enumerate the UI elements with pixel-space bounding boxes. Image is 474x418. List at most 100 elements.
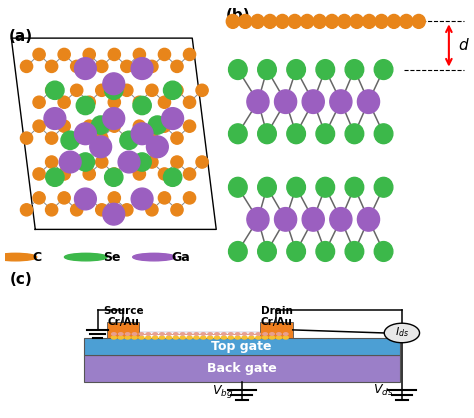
Circle shape: [249, 336, 254, 339]
Circle shape: [64, 253, 107, 261]
Circle shape: [46, 168, 64, 186]
Circle shape: [183, 192, 196, 204]
Circle shape: [46, 60, 58, 72]
Text: Cr/Au: Cr/Au: [107, 317, 139, 327]
Circle shape: [83, 168, 95, 180]
Text: $V_{bg}$: $V_{bg}$: [212, 383, 234, 400]
Circle shape: [146, 60, 158, 72]
Circle shape: [146, 84, 158, 97]
Circle shape: [208, 336, 213, 339]
Circle shape: [61, 131, 79, 149]
Circle shape: [33, 96, 45, 108]
Text: Ga: Ga: [171, 250, 190, 264]
Circle shape: [83, 192, 95, 204]
Circle shape: [363, 15, 376, 28]
Circle shape: [400, 15, 413, 28]
Circle shape: [96, 132, 108, 144]
Circle shape: [357, 90, 380, 113]
Circle shape: [235, 336, 240, 339]
Circle shape: [96, 156, 108, 168]
Circle shape: [242, 333, 247, 335]
Circle shape: [146, 136, 168, 158]
FancyBboxPatch shape: [84, 355, 400, 382]
Circle shape: [46, 204, 58, 216]
Circle shape: [221, 336, 227, 339]
Circle shape: [330, 90, 352, 113]
Circle shape: [226, 15, 239, 28]
Circle shape: [287, 60, 305, 79]
Circle shape: [46, 81, 64, 99]
Circle shape: [83, 120, 95, 132]
Circle shape: [20, 60, 33, 72]
Circle shape: [71, 84, 83, 97]
Circle shape: [111, 336, 117, 339]
Circle shape: [71, 132, 83, 144]
Circle shape: [76, 153, 95, 171]
Circle shape: [158, 168, 171, 180]
Circle shape: [256, 333, 261, 335]
Circle shape: [105, 168, 123, 186]
Circle shape: [173, 333, 178, 335]
Circle shape: [96, 60, 108, 72]
Circle shape: [183, 168, 196, 180]
FancyBboxPatch shape: [260, 322, 293, 338]
Circle shape: [90, 136, 111, 158]
Circle shape: [357, 208, 380, 231]
Circle shape: [132, 333, 137, 335]
Text: (a): (a): [9, 29, 33, 44]
Circle shape: [313, 15, 326, 28]
Circle shape: [201, 336, 206, 339]
Circle shape: [171, 156, 183, 168]
Circle shape: [228, 336, 233, 339]
Circle shape: [375, 15, 388, 28]
Circle shape: [258, 242, 276, 261]
Circle shape: [103, 108, 125, 130]
Circle shape: [112, 333, 116, 335]
Circle shape: [345, 60, 364, 79]
Circle shape: [316, 124, 335, 144]
Circle shape: [74, 58, 96, 79]
Circle shape: [258, 177, 276, 197]
Circle shape: [158, 48, 171, 61]
Circle shape: [258, 124, 276, 144]
Circle shape: [58, 120, 70, 132]
Circle shape: [255, 336, 261, 339]
Text: Source: Source: [103, 306, 144, 316]
Circle shape: [247, 208, 269, 231]
Circle shape: [277, 333, 281, 335]
Circle shape: [194, 333, 199, 335]
Circle shape: [374, 124, 393, 144]
Circle shape: [153, 333, 157, 335]
Circle shape: [201, 333, 206, 335]
Circle shape: [58, 96, 70, 108]
Circle shape: [139, 333, 144, 335]
Circle shape: [183, 96, 196, 108]
Circle shape: [247, 90, 269, 113]
Circle shape: [171, 84, 183, 97]
Circle shape: [263, 333, 267, 335]
Circle shape: [183, 120, 196, 132]
Circle shape: [83, 96, 95, 108]
Circle shape: [33, 192, 45, 204]
Circle shape: [133, 97, 151, 115]
Circle shape: [270, 333, 274, 335]
Circle shape: [58, 48, 70, 61]
Text: $I_{ds}$: $I_{ds}$: [395, 325, 409, 339]
Circle shape: [162, 108, 183, 130]
Circle shape: [146, 156, 158, 168]
Circle shape: [345, 242, 364, 261]
Text: Se: Se: [103, 250, 120, 264]
Circle shape: [287, 242, 305, 261]
Circle shape: [160, 333, 164, 335]
Circle shape: [302, 208, 324, 231]
Circle shape: [74, 188, 96, 210]
Circle shape: [132, 336, 137, 339]
Circle shape: [228, 60, 247, 79]
Circle shape: [158, 120, 171, 132]
Circle shape: [276, 15, 289, 28]
Circle shape: [91, 116, 110, 134]
Circle shape: [208, 333, 212, 335]
Circle shape: [228, 333, 233, 335]
Circle shape: [33, 168, 45, 180]
Circle shape: [181, 333, 185, 335]
